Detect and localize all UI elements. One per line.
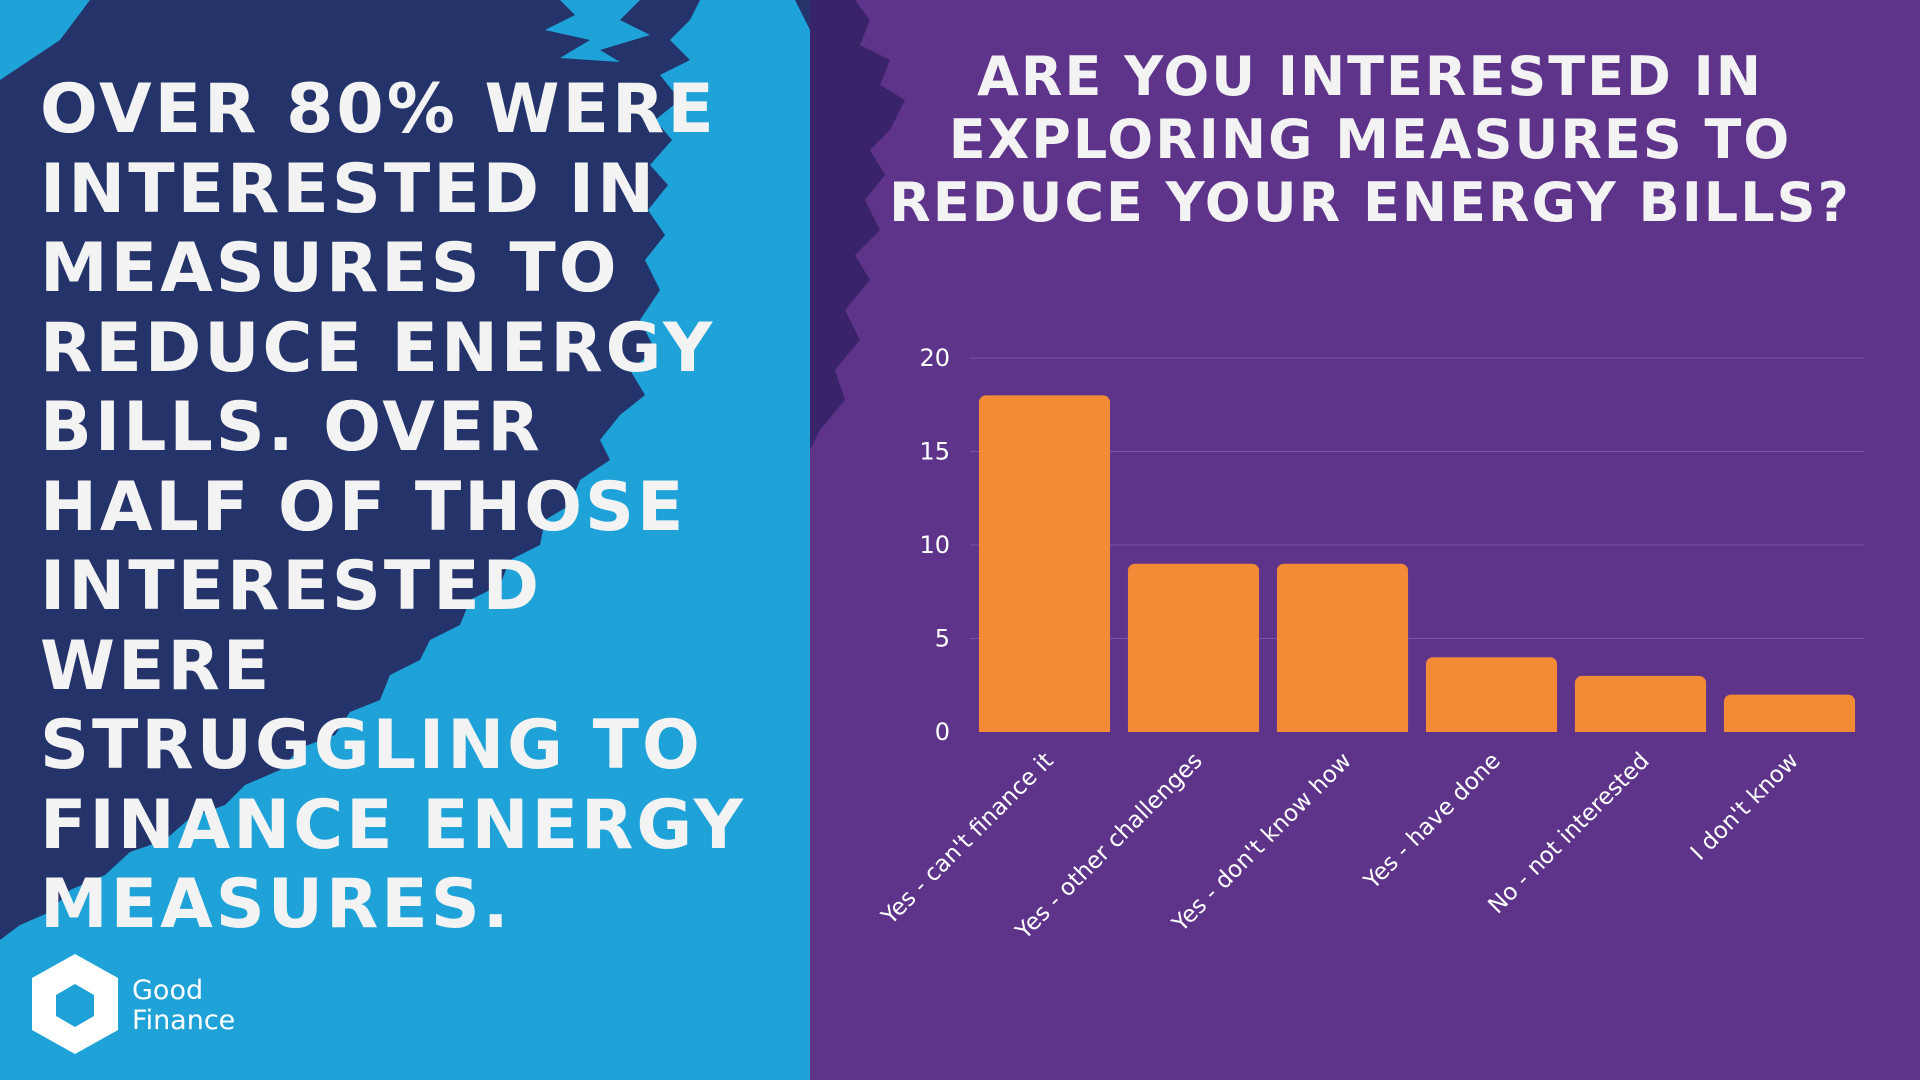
bar-base bbox=[1723, 724, 1856, 732]
purple-brush-edge bbox=[810, 0, 905, 450]
bar bbox=[1574, 675, 1707, 732]
bar-base bbox=[1127, 724, 1260, 732]
bar bbox=[978, 395, 1111, 732]
chart-title: Are you interested in exploring measures… bbox=[889, 45, 1851, 234]
y-tick-label: 5 bbox=[935, 625, 950, 653]
good-finance-logo: Good Finance bbox=[20, 950, 250, 1060]
x-tick-label: No - not interested bbox=[1484, 748, 1655, 919]
bar-base bbox=[1276, 724, 1409, 732]
bar-base bbox=[978, 724, 1111, 732]
y-tick-label: 0 bbox=[935, 718, 950, 746]
x-tick-label: Yes - have done bbox=[1359, 748, 1506, 895]
y-tick-label: 15 bbox=[919, 438, 950, 466]
bar bbox=[1425, 657, 1558, 732]
x-tick-label: Yes - can't finance it bbox=[876, 748, 1059, 931]
bar bbox=[1723, 694, 1856, 732]
navy-brush-shape bbox=[0, 0, 810, 1080]
bar-base bbox=[1425, 724, 1558, 732]
bar-base bbox=[1574, 724, 1707, 732]
headline-text: Over 80% were interested in measures to … bbox=[40, 70, 746, 944]
y-tick-label: 10 bbox=[919, 531, 950, 559]
y-tick-label: 20 bbox=[919, 344, 950, 372]
left-panel: Over 80% were interested in measures to … bbox=[0, 0, 810, 1080]
x-tick-label: I don't know bbox=[1686, 748, 1804, 866]
hexagon-logo-icon bbox=[32, 954, 118, 1054]
right-panel: Are you interested in exploring measures… bbox=[810, 0, 1920, 1080]
bar bbox=[1276, 563, 1409, 732]
logo-line-1: Good bbox=[132, 975, 204, 1006]
bar bbox=[1127, 563, 1260, 732]
logo-line-2: Finance bbox=[132, 1005, 236, 1036]
